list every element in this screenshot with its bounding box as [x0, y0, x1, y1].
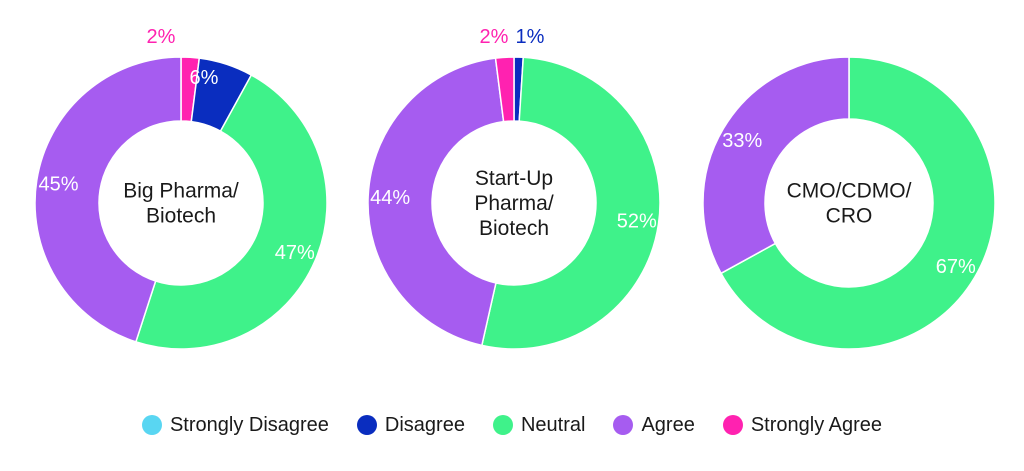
slice-agree	[34, 56, 182, 343]
legend-item-neutral: Neutral	[492, 413, 586, 437]
slice-label-neutral: 47%	[275, 242, 315, 264]
legend-item-disagree: Disagree	[356, 413, 465, 437]
donut-center-label: Biotech	[479, 217, 549, 240]
legend-swatch	[356, 415, 377, 435]
legend-item-strongly-agree: Strongly Agree	[722, 413, 883, 437]
slice-neutral	[720, 56, 996, 350]
slice-neutral	[480, 56, 661, 350]
donut-center-label: Biotech	[146, 205, 216, 228]
legend-swatch	[492, 415, 513, 435]
slice-agree	[702, 56, 850, 275]
slice-label-disagree: 1%	[516, 26, 545, 48]
donut-center-label: CMO/CDMO/	[787, 180, 912, 203]
donut-chart-big-pharma: 2% 6% 47% 45% Big Pharma/Biotech	[34, 26, 328, 350]
legend-item-strongly-disagree: Strongly Disagree	[141, 413, 329, 437]
legend-item-agree: Agree	[613, 413, 695, 437]
slice-label-strongly-agree: 2%	[480, 26, 509, 48]
donut-center-label: CRO	[826, 205, 873, 228]
slice-label-agree: 44%	[370, 187, 410, 209]
donut-center-label: Start-Up	[475, 167, 553, 190]
legend-swatch	[613, 415, 634, 435]
slice-label-agree: 33%	[722, 130, 762, 152]
chart-legend: Strongly Disagree Disagree Neutral Agree…	[0, 410, 1024, 440]
legend-label: Neutral	[520, 413, 586, 436]
donut-chart-cmo: 67% 33% CMO/CDMO/CRO	[702, 56, 996, 350]
slice-label-agree: 45%	[39, 174, 79, 196]
slice-label-disagree: 6%	[190, 67, 219, 89]
legend-label: Disagree	[384, 413, 465, 436]
donut-center-label: Pharma/	[474, 192, 554, 215]
slice-agree	[367, 57, 505, 347]
legend-swatch	[141, 415, 162, 435]
slice-strongly-agree	[494, 56, 515, 123]
slice-neutral	[134, 74, 328, 350]
legend-label: Strongly Disagree	[169, 413, 329, 436]
donut-center-label: Big Pharma/	[123, 180, 239, 203]
legend-swatch	[722, 415, 743, 435]
slice-label-strongly-agree: 2%	[147, 26, 176, 48]
slice-label-neutral: 67%	[936, 256, 976, 278]
legend-label: Agree	[641, 413, 695, 436]
slice-label-neutral: 52%	[617, 211, 657, 233]
legend-label: Strongly Agree	[750, 413, 883, 436]
